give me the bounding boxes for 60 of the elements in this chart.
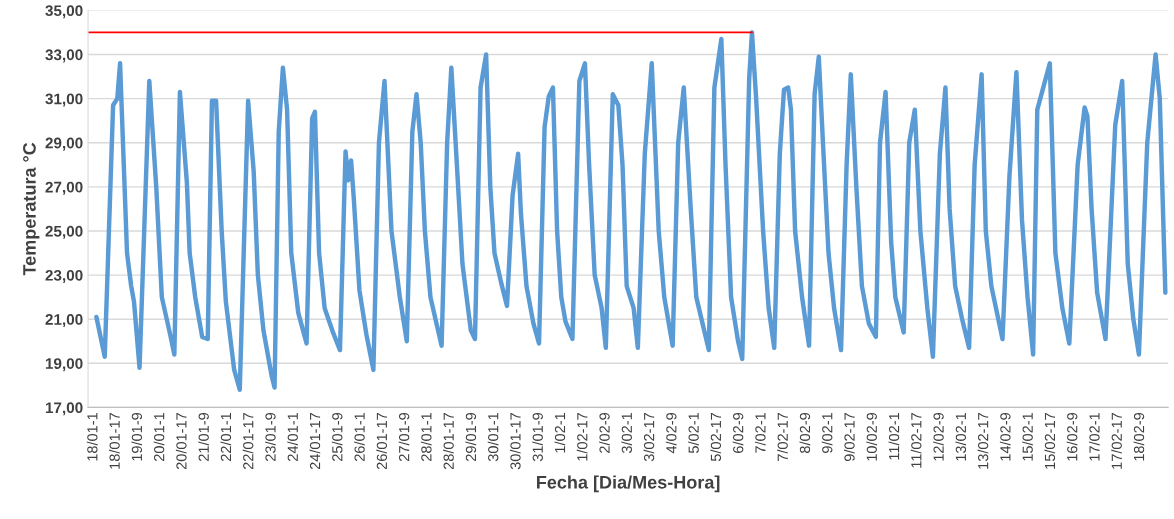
x-tick-label: 28/01-17 [443, 413, 454, 470]
y-tick-label: 35,00 [45, 5, 83, 19]
x-tick-label: 26/01-1 [354, 412, 365, 461]
x-tick-label: 14/02-9 [999, 412, 1011, 461]
x-tick-label: 11/02-1 [888, 412, 900, 460]
x-tick-label: 18/01-1 [86, 412, 98, 461]
x-tick-label: 3/02-1 [621, 412, 632, 454]
x-tick-label: 26/01-17 [376, 413, 388, 470]
x-tick-label: 23/01-9 [264, 412, 276, 461]
x-tick-label: 25/01-9 [331, 412, 343, 461]
y-axis-title: Temperatura °C [23, 142, 40, 276]
x-tick-label: 20/01-17 [175, 413, 187, 470]
y-tick-label: 31,00 [45, 93, 83, 107]
x-tick-label: 2/02-9 [599, 412, 610, 453]
x-tick-label: 4/02-9 [665, 412, 677, 454]
x-tick-label: 11/02-17 [910, 413, 922, 468]
y-tick-label: 27,00 [45, 181, 83, 195]
x-tick-label: 19/01-9 [131, 412, 143, 461]
x-tick-label: 6/02-9 [732, 412, 744, 453]
x-tick-label: 18/01-17 [109, 413, 120, 469]
x-tick-label: 9/02-1 [821, 412, 833, 453]
x-tick-label: 29/01-9 [465, 412, 477, 461]
y-tick-label: 23,00 [45, 269, 83, 283]
x-tick-label: 5/02-1 [688, 412, 699, 454]
x-tick-label: 18/02-9 [1133, 412, 1145, 461]
x-tick-label: 15/02-17 [1044, 413, 1056, 469]
x-tick-label: 21/01-9 [198, 412, 209, 461]
x-tick-label: 13/02-1 [955, 412, 967, 461]
x-tick-label: 28/01-1 [420, 412, 432, 461]
x-tick-label: 12/02-9 [933, 412, 944, 461]
x-tick-label: 8/02-9 [799, 412, 811, 453]
x-tick-label: 15/02-1 [1022, 412, 1033, 461]
y-tick-label: 17,00 [45, 402, 83, 416]
x-tick-label: 24/01-1 [287, 412, 298, 461]
x-tick-label: 10/02-9 [866, 412, 877, 461]
y-tick-label: 21,00 [45, 314, 83, 328]
x-tick-label: 3/02-17 [643, 413, 655, 462]
x-tick-label: 17/02-1 [1088, 412, 1100, 461]
y-tick-label: 33,00 [45, 49, 83, 63]
y-tick-label: 19,00 [45, 358, 83, 372]
x-tick-label: 20/01-1 [153, 412, 165, 461]
x-tick-label: 24/01-17 [309, 413, 321, 470]
y-tick-label: 25,00 [45, 225, 83, 239]
x-tick-label: 27/01-9 [398, 412, 410, 461]
x-axis-title: Fecha [Dia/Mes-Hora] [537, 475, 720, 493]
x-tick-label: 22/01-17 [242, 413, 254, 470]
x-tick-label: 31/01-9 [532, 412, 543, 462]
x-tick-label: 7/02-1 [754, 412, 766, 453]
x-tick-label: 5/02-17 [710, 413, 722, 462]
x-tick-label: 30/01-1 [487, 412, 499, 462]
x-tick-label: 7/02-17 [777, 413, 788, 461]
x-tick-label: 22/01-1 [220, 412, 232, 461]
x-tick-label: 9/02-17 [843, 413, 855, 462]
y-tick-label: 29,00 [45, 137, 83, 151]
x-tick-label: 17/02-17 [1111, 413, 1122, 469]
x-tick-label: 1/02-17 [576, 413, 588, 461]
x-tick-label: 30/01-17 [509, 413, 521, 470]
x-tick-label: 16/02-9 [1066, 412, 1078, 461]
x-tick-label: 13/02-17 [977, 413, 989, 469]
x-tick-label: 1/02-1 [554, 412, 566, 453]
